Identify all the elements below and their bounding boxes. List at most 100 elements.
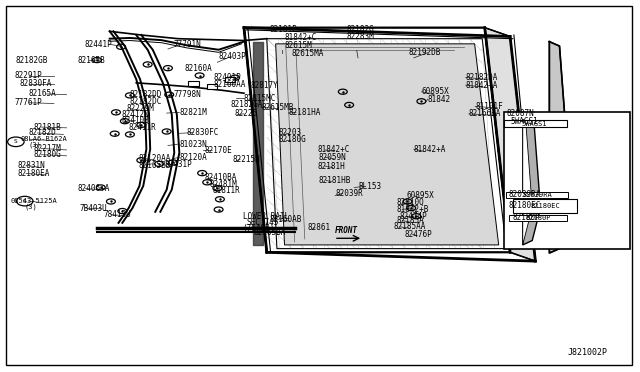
Text: 77761P: 77761P bbox=[15, 98, 42, 107]
Text: 82180P: 82180P bbox=[513, 213, 540, 222]
Polygon shape bbox=[244, 28, 510, 252]
Text: 77798N: 77798N bbox=[173, 90, 201, 99]
Text: 82615M: 82615M bbox=[285, 41, 312, 50]
Polygon shape bbox=[484, 28, 536, 261]
Text: 82406+A: 82406+A bbox=[78, 184, 110, 193]
Text: (3): (3) bbox=[25, 204, 38, 210]
Text: 82410BA: 82410BA bbox=[205, 173, 237, 182]
Text: 82291P: 82291P bbox=[15, 71, 42, 80]
Text: 82160AB: 82160AB bbox=[269, 215, 301, 224]
Text: 82170E: 82170E bbox=[205, 146, 232, 155]
Text: (76465): (76465) bbox=[243, 224, 275, 233]
Text: 82039RA: 82039RA bbox=[522, 192, 552, 198]
Text: 82059N: 82059N bbox=[319, 153, 346, 162]
Text: 82217M: 82217M bbox=[34, 144, 61, 153]
Text: LOWER RAIL: LOWER RAIL bbox=[243, 212, 289, 221]
Text: 82180G: 82180G bbox=[278, 135, 306, 144]
Polygon shape bbox=[523, 120, 532, 245]
Text: 82411R: 82411R bbox=[129, 123, 156, 132]
Polygon shape bbox=[276, 44, 499, 245]
Text: 82182DA: 82182DA bbox=[466, 73, 498, 82]
Text: 81842+B: 81842+B bbox=[396, 205, 428, 214]
Text: 82401P: 82401P bbox=[214, 73, 241, 82]
Text: SEC.745: SEC.745 bbox=[246, 218, 279, 227]
Text: 82166EA: 82166EA bbox=[469, 109, 501, 118]
Text: 82225: 82225 bbox=[234, 109, 257, 118]
Text: 82615MA: 82615MA bbox=[291, 49, 324, 58]
Text: 82010Q: 82010Q bbox=[396, 198, 424, 208]
Text: 82185A: 82185A bbox=[396, 216, 424, 225]
Text: 82831N: 82831N bbox=[17, 161, 45, 170]
Bar bbox=[207, 84, 218, 89]
Text: 82160A: 82160A bbox=[184, 64, 212, 73]
Bar bbox=[225, 77, 235, 81]
Text: 81842: 81842 bbox=[428, 94, 451, 103]
Text: 81811R: 81811R bbox=[212, 186, 240, 195]
Text: 82165A: 82165A bbox=[29, 89, 56, 99]
Text: 82182D: 82182D bbox=[29, 128, 56, 138]
Text: 82830FA: 82830FA bbox=[19, 79, 51, 88]
Text: 82215N: 82215N bbox=[232, 155, 260, 164]
Text: 82165BB: 82165BB bbox=[139, 160, 171, 170]
Text: 82120AA: 82120AA bbox=[139, 154, 171, 163]
Text: 81842+C: 81842+C bbox=[317, 145, 350, 154]
Text: 77791N: 77791N bbox=[173, 40, 201, 49]
Text: 82412N: 82412N bbox=[121, 110, 148, 119]
Text: 82180EA: 82180EA bbox=[17, 169, 49, 178]
Text: BL153: BL153 bbox=[358, 182, 381, 191]
Text: 82182G: 82182G bbox=[347, 25, 374, 34]
Text: 82181P: 82181P bbox=[269, 25, 297, 34]
Text: 81842+A: 81842+A bbox=[466, 81, 498, 90]
Text: 82180EC: 82180EC bbox=[509, 201, 541, 211]
Text: 82861: 82861 bbox=[307, 223, 330, 232]
Polygon shape bbox=[523, 120, 541, 245]
Text: 82165B: 82165B bbox=[78, 56, 106, 65]
Bar bbox=[504, 121, 567, 127]
Text: (3): (3) bbox=[29, 142, 42, 148]
Text: 82120A: 82120A bbox=[179, 153, 207, 162]
Text: 81101F: 81101F bbox=[476, 102, 503, 111]
Text: 82182DD: 82182DD bbox=[130, 90, 163, 99]
Text: 82180P: 82180P bbox=[525, 215, 550, 221]
Text: 60895X: 60895X bbox=[406, 192, 434, 201]
Text: 82182GB: 82182GB bbox=[16, 56, 48, 65]
Text: 82203: 82203 bbox=[278, 128, 301, 138]
Text: 82181H: 82181H bbox=[317, 161, 345, 171]
Text: 82474P: 82474P bbox=[400, 212, 428, 221]
Bar bbox=[513, 199, 577, 212]
Text: 82185AA: 82185AA bbox=[394, 222, 426, 231]
Text: 82441P: 82441P bbox=[84, 40, 112, 49]
Text: 78413U: 78413U bbox=[103, 210, 131, 219]
Text: 82431P: 82431P bbox=[164, 160, 193, 169]
Text: 7B403U: 7B403U bbox=[79, 203, 107, 212]
Text: 82403P: 82403P bbox=[219, 52, 246, 61]
Text: 82283M: 82283M bbox=[347, 32, 374, 41]
Text: 82817Y: 82817Y bbox=[250, 81, 278, 90]
Bar bbox=[504, 112, 630, 248]
Text: 82181HA: 82181HA bbox=[288, 108, 321, 117]
Text: 08543-5125A: 08543-5125A bbox=[11, 198, 58, 204]
Text: 81023N: 81023N bbox=[179, 140, 207, 148]
Text: 82476P: 82476P bbox=[405, 230, 433, 239]
Text: 82192DB: 82192DB bbox=[409, 48, 441, 57]
Text: 82087N: 82087N bbox=[507, 109, 534, 118]
Text: 82481M: 82481M bbox=[209, 180, 237, 189]
Text: 82182GA: 82182GA bbox=[230, 100, 262, 109]
Text: 82615MB: 82615MB bbox=[261, 103, 294, 112]
Text: 82229M: 82229M bbox=[127, 104, 154, 113]
Text: J821002P: J821002P bbox=[567, 348, 607, 357]
Text: 82039RA: 82039RA bbox=[509, 190, 541, 199]
Bar bbox=[506, 192, 568, 198]
Text: 5WAGS1: 5WAGS1 bbox=[522, 121, 547, 127]
Polygon shape bbox=[267, 39, 506, 248]
Text: 82182DC: 82182DC bbox=[130, 97, 163, 106]
Text: 82039R: 82039R bbox=[335, 189, 363, 198]
Text: 08LA6-B162A: 08LA6-B162A bbox=[21, 136, 68, 142]
Text: S: S bbox=[14, 139, 18, 144]
Text: 82165BA: 82165BA bbox=[253, 228, 286, 237]
Text: FRONT: FRONT bbox=[335, 225, 358, 235]
Bar bbox=[188, 81, 199, 86]
Text: 82180EC: 82180EC bbox=[530, 203, 560, 209]
Text: 82180G: 82180G bbox=[34, 150, 61, 159]
Text: 82815MC: 82815MC bbox=[244, 94, 276, 103]
